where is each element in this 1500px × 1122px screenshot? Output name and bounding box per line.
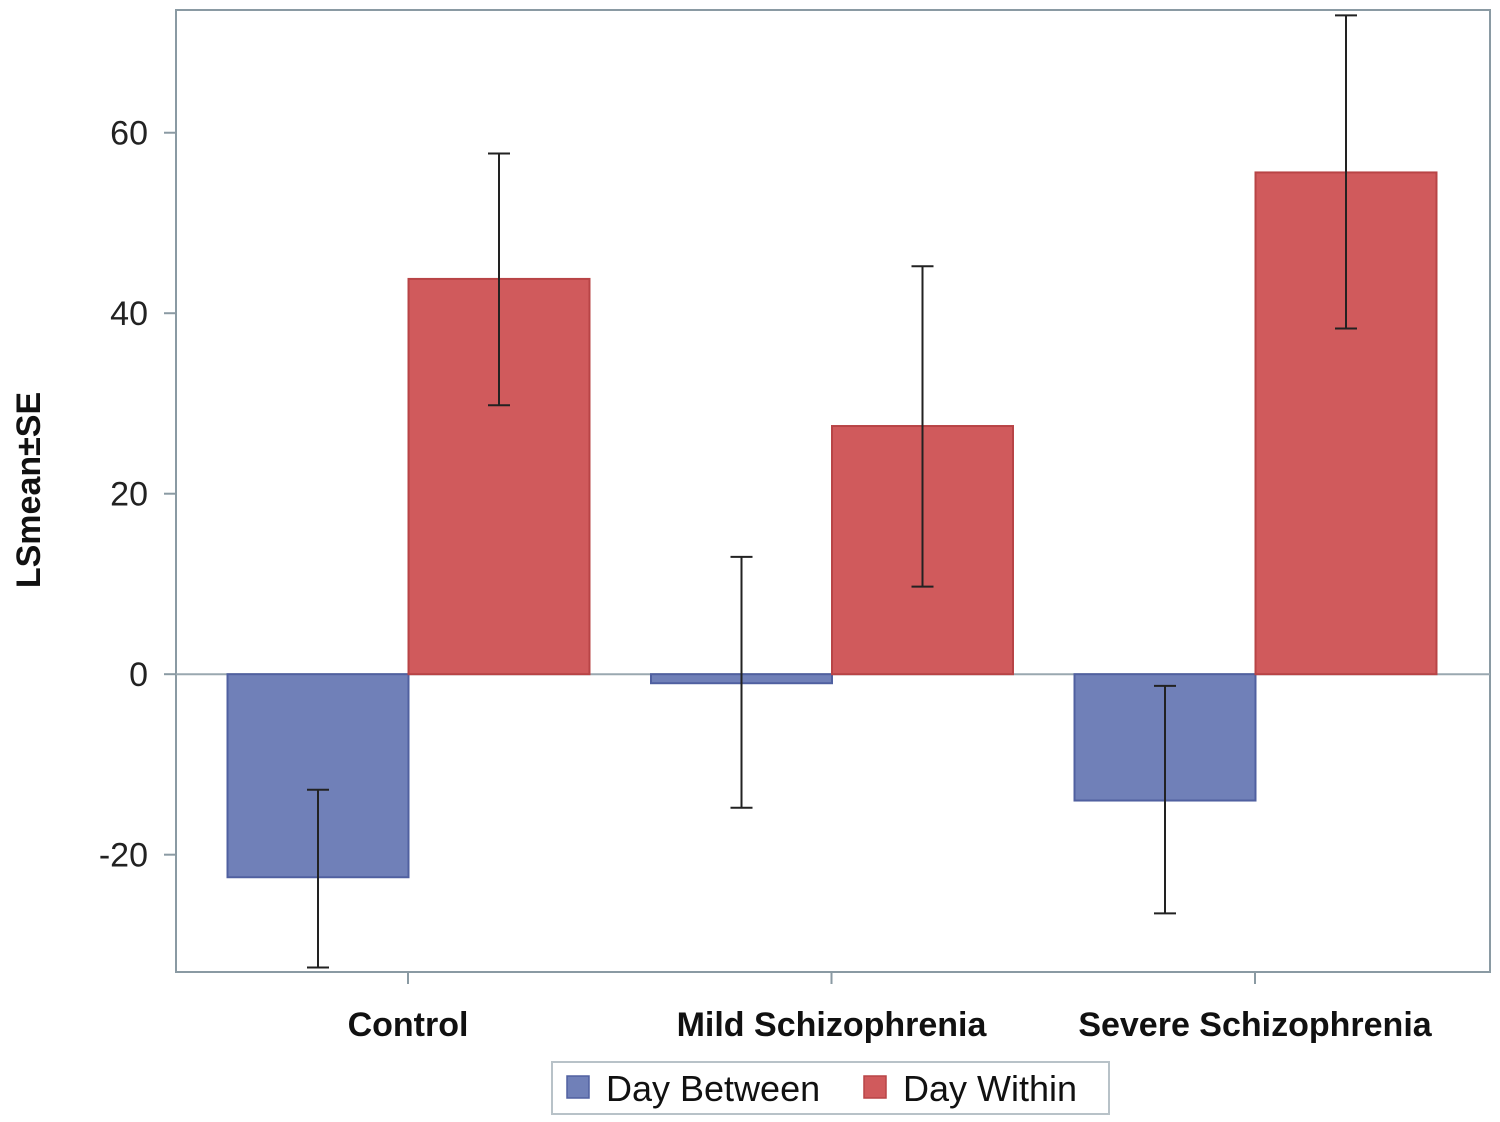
y-tick-label: 40 [110,295,148,333]
legend: Day Between Day Within [551,1061,1110,1115]
plot-area-frame [175,9,1491,973]
y-axis-title: LSmean±SE [10,392,48,588]
legend-box [551,1061,1110,1115]
x-category-label: Mild Schizophrenia [677,1006,988,1044]
y-tick-label: 20 [110,476,148,514]
y-tick-label: 60 [110,115,148,153]
y-tick-label: 0 [129,656,148,694]
legend-swatch-day-within [863,1075,887,1099]
legend-swatch-day-between [566,1075,590,1099]
y-tick-label: -20 [99,837,148,875]
x-category-label: Control [348,1006,469,1044]
legend-label-day-between: Day Between [606,1068,820,1109]
x-category-label: Severe Schizophrenia [1078,1006,1432,1044]
legend-label-day-within: Day Within [903,1068,1077,1109]
